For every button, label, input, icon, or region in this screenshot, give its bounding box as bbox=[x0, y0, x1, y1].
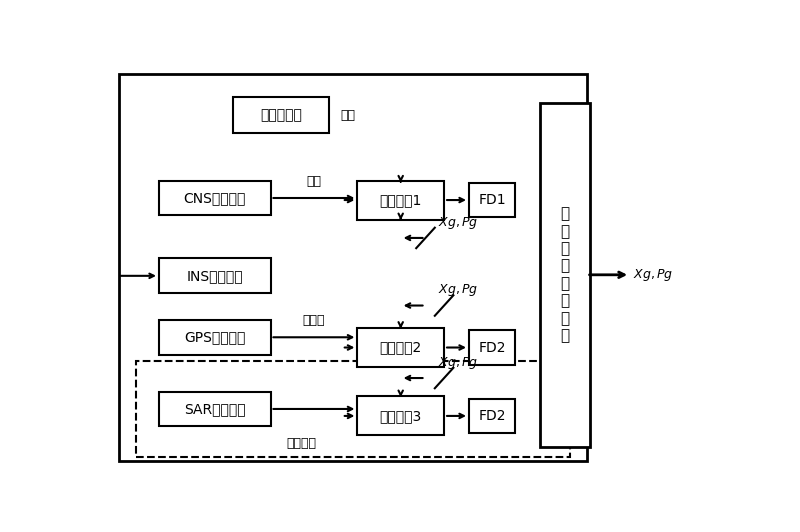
Text: 气压高度表: 气压高度表 bbox=[261, 108, 302, 122]
Bar bbox=[159, 259, 270, 293]
Bar bbox=[469, 182, 515, 218]
Bar bbox=[118, 74, 586, 461]
Text: INS导航信息: INS导航信息 bbox=[186, 269, 243, 283]
Bar bbox=[159, 320, 270, 355]
Text: SAR图像匹配: SAR图像匹配 bbox=[184, 402, 246, 416]
Bar bbox=[469, 398, 515, 434]
Text: $\mathit{Xg,Pg}$: $\mathit{Xg,Pg}$ bbox=[634, 267, 674, 283]
Text: $\mathit{Xg,Pg}$: $\mathit{Xg,Pg}$ bbox=[438, 355, 478, 371]
Text: 子滤波器1: 子滤波器1 bbox=[379, 193, 422, 207]
Bar bbox=[540, 103, 590, 447]
Text: CNS定位计算: CNS定位计算 bbox=[183, 191, 246, 205]
Bar bbox=[159, 392, 270, 426]
Text: 经纬: 经纬 bbox=[306, 174, 322, 188]
Text: FD1: FD1 bbox=[478, 193, 506, 207]
Text: 子滤波器2: 子滤波器2 bbox=[379, 340, 422, 354]
Bar bbox=[159, 180, 270, 215]
Text: $\mathit{Xg,Pg}$: $\mathit{Xg,Pg}$ bbox=[438, 282, 478, 298]
Bar bbox=[358, 328, 444, 367]
Text: $\mathit{Xg,Pg}$: $\mathit{Xg,Pg}$ bbox=[438, 214, 478, 230]
Bar bbox=[234, 97, 330, 134]
Bar bbox=[358, 396, 444, 435]
Bar bbox=[469, 330, 515, 365]
Text: GPS定位计算: GPS定位计算 bbox=[184, 330, 246, 344]
Text: 子滤波器3: 子滤波器3 bbox=[379, 409, 422, 423]
Text: 高度: 高度 bbox=[341, 109, 355, 121]
Bar bbox=[358, 180, 444, 220]
Text: 末端接入: 末端接入 bbox=[286, 437, 316, 450]
Bar bbox=[136, 361, 570, 457]
Text: FD2: FD2 bbox=[478, 409, 506, 423]
Text: FD2: FD2 bbox=[478, 340, 506, 354]
Text: 联
邦
卡
尔
曼
滤
波
器: 联 邦 卡 尔 曼 滤 波 器 bbox=[561, 206, 570, 343]
Text: 经纬高: 经纬高 bbox=[302, 314, 325, 327]
